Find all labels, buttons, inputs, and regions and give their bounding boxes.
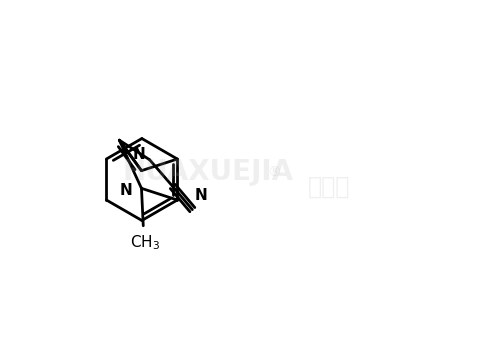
Text: N: N xyxy=(132,147,145,162)
Text: 化学加: 化学加 xyxy=(308,174,350,199)
Text: HUAXUEJIA: HUAXUEJIA xyxy=(122,158,293,186)
Text: ®: ® xyxy=(267,165,281,180)
Text: N: N xyxy=(120,183,133,197)
Text: N: N xyxy=(194,188,207,203)
Text: CH$_3$: CH$_3$ xyxy=(130,234,160,252)
